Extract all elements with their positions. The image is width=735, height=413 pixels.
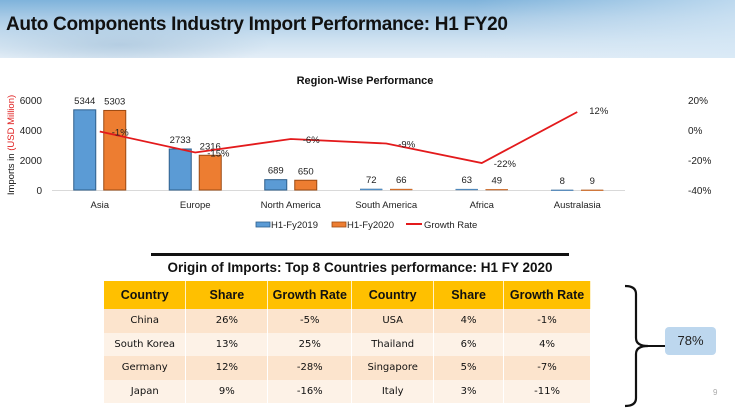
bar-h1-fy2019	[264, 179, 288, 191]
legend-swatch-h1-fy2019	[255, 221, 271, 228]
x-tick-label: South America	[355, 200, 417, 211]
header-growth-rate: Growth Rate	[267, 281, 353, 309]
cell-growth: -7%	[503, 356, 591, 380]
bar-h1-fy2020	[485, 189, 508, 191]
bar-value-label: 5344	[74, 96, 95, 107]
section-divider	[151, 253, 569, 256]
table-row: Germany 12% -28% Singapore 5% -7%	[104, 356, 591, 380]
y-right-tick-label: -20%	[688, 156, 711, 167]
growth-rate-label: -6%	[303, 135, 320, 146]
cell-share: 3%	[433, 379, 505, 403]
cell-country: South Korea	[104, 332, 187, 356]
cell-country: Italy	[351, 379, 435, 403]
growth-rate-label: -9%	[398, 140, 415, 151]
y-right-tick-label: 0%	[688, 126, 703, 137]
table-row: Japan 9% -16% Italy 3% -11%	[104, 379, 591, 403]
cell-country: Singapore	[351, 356, 435, 380]
cell-share: 6%	[433, 332, 505, 356]
cell-growth: 25%	[267, 332, 353, 356]
bar-value-label: 8	[560, 176, 565, 187]
right-brace-icon	[624, 284, 665, 408]
y-right-tick-label: 20%	[688, 96, 708, 107]
bar-h1-fy2019	[360, 188, 383, 191]
bar-value-label: 650	[298, 166, 314, 177]
total-share-badge: 78%	[665, 327, 716, 355]
y-right-tick-label: -40%	[688, 186, 711, 197]
bar-value-label: 2733	[170, 135, 191, 146]
bar-h1-fy2020	[294, 179, 318, 191]
cell-country: Japan	[104, 379, 187, 403]
growth-rate-label: 12%	[589, 106, 609, 117]
bar-h1-fy2019	[73, 109, 97, 191]
legend-label: H1-Fy2019	[271, 220, 318, 231]
cell-growth: -5%	[267, 309, 353, 333]
y-left-tick-label: 0	[36, 186, 42, 197]
legend-label: Growth Rate	[424, 220, 477, 231]
bar-h1-fy2019	[551, 189, 574, 191]
bar-value-label: 9	[590, 176, 595, 187]
bar-value-label: 72	[366, 175, 377, 186]
origin-table: Country Share Growth Rate Country Share …	[104, 281, 591, 403]
y-axis-label-part: Imports in	[6, 151, 17, 195]
header-share: Share	[433, 281, 505, 309]
cell-country: Germany	[104, 356, 187, 380]
bar-h1-fy2020	[103, 109, 127, 191]
bar-value-label: 49	[491, 175, 502, 186]
bar-value-label: 2316	[200, 141, 221, 152]
legend-label: H1-Fy2020	[347, 220, 394, 231]
y-left-tick-label: 4000	[20, 126, 43, 137]
growth-rate-label: -15%	[207, 149, 230, 160]
cell-growth: -28%	[267, 356, 353, 380]
bar-value-label: 689	[268, 166, 284, 177]
cell-growth: -16%	[267, 379, 353, 403]
bar-value-label: 63	[461, 175, 472, 186]
bar-value-label: 66	[396, 175, 407, 186]
bar-h1-fy2020	[581, 189, 604, 191]
y-axis-label-part: (USD Million)	[6, 95, 17, 151]
bar-h1-fy2020	[390, 188, 413, 191]
page-title: Auto Components Industry Import Performa…	[6, 14, 508, 35]
cell-share: 5%	[433, 356, 505, 380]
table-title: Origin of Imports: Top 8 Countries perfo…	[167, 260, 553, 275]
cell-share: 26%	[185, 309, 269, 333]
bar-h1-fy2020	[198, 154, 222, 191]
cell-share: 12%	[185, 356, 269, 380]
cell-country: China	[104, 309, 187, 333]
growth-rate-label: -1%	[112, 128, 129, 139]
legend-swatch-h1-fy2020	[331, 221, 347, 228]
cell-share: 9%	[185, 379, 269, 403]
y-left-tick-label: 2000	[20, 156, 43, 167]
table-row: China 26% -5% USA 4% -1%	[104, 309, 591, 333]
header-share: Share	[185, 281, 269, 309]
cell-share: 4%	[433, 309, 505, 333]
bar-value-label: 5303	[104, 96, 125, 107]
y-axis-label: Imports in (USD Million)	[6, 95, 17, 195]
x-tick-label: Asia	[91, 200, 110, 211]
table-row: South Korea 13% 25% Thailand 6% 4%	[104, 332, 591, 356]
x-tick-label: Africa	[470, 200, 495, 211]
chart-title: Region-Wise Performance	[297, 75, 434, 87]
cell-growth: 4%	[503, 332, 591, 356]
header-country: Country	[104, 281, 187, 309]
cell-share: 13%	[185, 332, 269, 356]
growth-rate-line	[99, 111, 578, 164]
cell-country: Thailand	[351, 332, 435, 356]
header-country: Country	[351, 281, 435, 309]
region-chart: Region-Wise Performance Imports in (USD M…	[6, 75, 711, 231]
cell-growth: -11%	[503, 379, 591, 403]
bar-h1-fy2019	[168, 148, 192, 191]
title-banner	[0, 0, 735, 58]
cell-country: USA	[351, 309, 435, 333]
x-tick-label: Australasia	[554, 200, 602, 211]
page-number: 9	[713, 388, 718, 397]
header-growth-rate: Growth Rate	[503, 281, 591, 309]
growth-rate-label: -22%	[494, 159, 517, 170]
x-tick-label: North America	[261, 200, 322, 211]
cell-growth: -1%	[503, 309, 591, 333]
x-tick-label: Europe	[180, 200, 211, 211]
y-left-tick-label: 6000	[20, 96, 43, 107]
table-header-row: Country Share Growth Rate Country Share …	[104, 281, 591, 309]
bar-h1-fy2019	[455, 188, 478, 191]
